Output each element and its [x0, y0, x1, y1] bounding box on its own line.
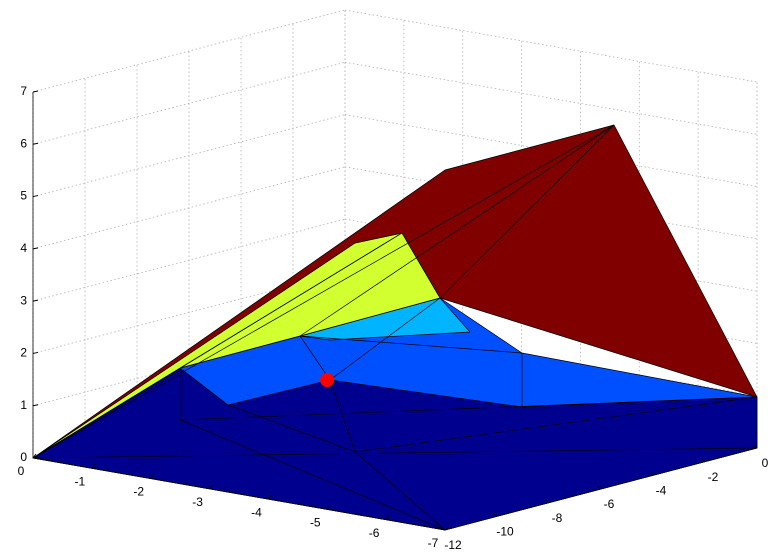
- y-tick-label: -10: [496, 525, 514, 539]
- axes: 0 1 2 3 4 5 6 7 0 -1 -2 -3 -4 -5 -6 -7 0 -2 -4 -6 -8 -10 -12: [18, 84, 769, 552]
- grid-line: [344, 9, 758, 83]
- z-tick: [32, 456, 39, 459]
- z-tick: [32, 299, 39, 302]
- surface: [32, 124, 758, 531]
- surface-edge: [329, 379, 758, 453]
- z-tick-label: 7: [20, 84, 27, 98]
- x-tick: [326, 505, 331, 510]
- x-tick: [91, 463, 96, 469]
- z-tick: [32, 404, 39, 407]
- y-tick-label: 0: [762, 456, 769, 470]
- surface-edge: [32, 124, 615, 459]
- y-tick-label: -12: [444, 538, 462, 552]
- z-tick: [32, 351, 39, 354]
- surface-edge: [299, 124, 615, 337]
- x-tick: [209, 484, 213, 490]
- z-tick: [32, 247, 39, 250]
- x-tick-label: -4: [251, 505, 262, 519]
- y-tick: [596, 485, 602, 490]
- surface-edge: [299, 335, 523, 354]
- grid-line: [32, 61, 346, 145]
- z-tick: [32, 142, 39, 145]
- y-tick: [648, 471, 654, 476]
- z-tick: [32, 195, 39, 198]
- z-tick-label: 1: [20, 398, 27, 412]
- x-tick-label: -7: [428, 536, 439, 550]
- y-tick: [492, 512, 498, 517]
- z-tick-label: 3: [20, 293, 27, 307]
- x-tick: [32, 453, 37, 459]
- y-tick-label: -8: [552, 511, 563, 525]
- axis-line: [32, 457, 446, 531]
- z-tick-label: 5: [20, 189, 27, 203]
- surface-edge: [32, 447, 758, 459]
- surface-top: [32, 124, 758, 459]
- z-tick-label: 0: [20, 450, 27, 464]
- x-tick: [444, 525, 449, 531]
- marker-point: [320, 373, 334, 387]
- surface-edge: [179, 396, 758, 421]
- x-tick: [150, 474, 155, 479]
- surface-edge: [179, 232, 403, 369]
- z-tick-label: 4: [20, 241, 27, 255]
- z-tick: [32, 90, 39, 93]
- y-tick-label: -4: [656, 484, 667, 498]
- x-tick-label: -2: [133, 485, 144, 499]
- z-tick-label: 2: [20, 346, 27, 360]
- y-tick: [752, 444, 758, 449]
- y-tick-label: -2: [708, 470, 719, 484]
- y-tick: [440, 526, 446, 531]
- y-tick-label: -6: [604, 497, 615, 511]
- x-tick-label: -3: [192, 495, 203, 509]
- x-tick: [268, 494, 272, 500]
- grid-line: [32, 9, 346, 93]
- x-tick-label: -5: [310, 516, 321, 530]
- y-tick: [544, 499, 550, 504]
- z-tick-label: 6: [20, 136, 27, 150]
- x-tick: [385, 515, 390, 521]
- surface-edge: [439, 124, 615, 299]
- x-tick-label: -1: [75, 474, 86, 488]
- x-tick-label: 0: [18, 464, 25, 478]
- grid-line: [344, 61, 758, 135]
- x-tick-label: -6: [369, 526, 380, 540]
- y-tick: [700, 458, 706, 463]
